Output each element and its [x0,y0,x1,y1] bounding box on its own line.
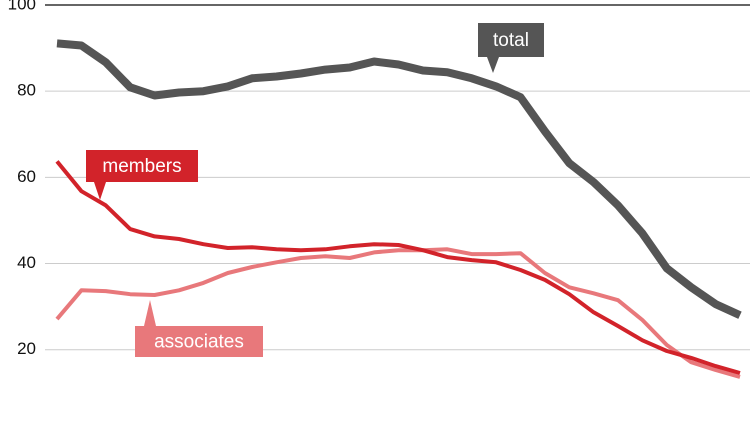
legend-label: total [493,30,529,51]
y-tick-label: 20 [17,339,36,358]
y-tick-label: 100 [8,0,36,13]
legend-box [135,326,263,357]
legend-box [86,150,198,182]
label-pointer [144,300,156,326]
legend-label: associates [154,332,244,353]
series-line [55,160,741,375]
label-pointer [94,182,106,200]
y-tick-label: 40 [17,253,36,272]
legend-box [478,23,544,57]
y-tick-label: 80 [17,81,36,100]
label-pointer [487,57,499,73]
y-tick-label: 60 [17,167,36,186]
series-line [55,247,741,379]
series-line [56,39,742,319]
legend-label: members [102,156,181,177]
